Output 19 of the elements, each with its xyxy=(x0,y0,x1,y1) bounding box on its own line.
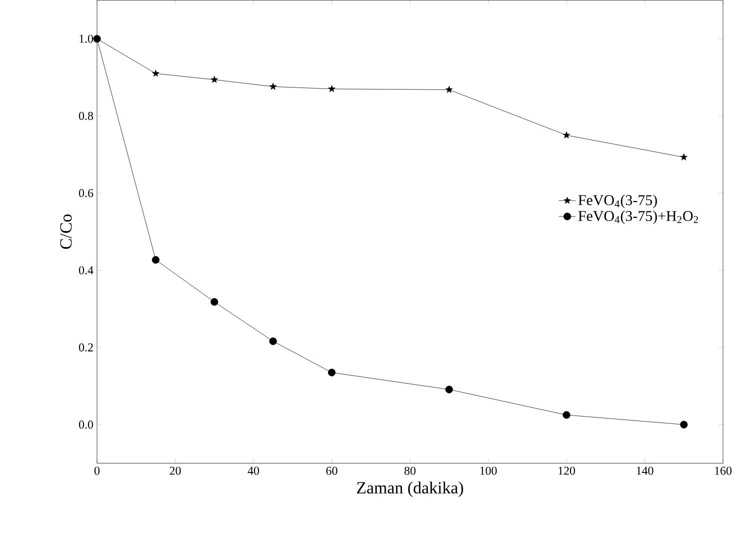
y-axis-title: C/Co xyxy=(60,214,72,249)
y-tick-label: 0.6 xyxy=(78,188,94,198)
x-tick-label: 60 xyxy=(326,466,338,475)
x-tick-label: 100 xyxy=(480,466,497,475)
legend-label: FeVO$_{4}$(3-75)+H$_{2}$O$_{2}$ xyxy=(578,210,698,224)
x-tick-label: 20 xyxy=(170,466,181,475)
x-tick-label: 140 xyxy=(636,466,654,475)
x-tick-label: 40 xyxy=(248,466,260,475)
x-axis-title: Zaman (dakika) xyxy=(356,482,464,497)
x-tick-label: 120 xyxy=(558,466,576,475)
y-tick-label: 0.4 xyxy=(78,266,94,274)
y-tick-label: 0.2 xyxy=(78,343,93,352)
y-tick-label: 0.8 xyxy=(78,112,94,120)
x-tick-label: 0 xyxy=(94,466,100,475)
x-tick-label: 80 xyxy=(404,466,416,475)
legend-label: FeVO$_{4}$(3-75) xyxy=(578,194,657,208)
x-tick-label: 160 xyxy=(715,466,732,475)
y-tick-label: 0.0 xyxy=(78,420,94,429)
y-tick-label: 1.0 xyxy=(80,34,94,43)
